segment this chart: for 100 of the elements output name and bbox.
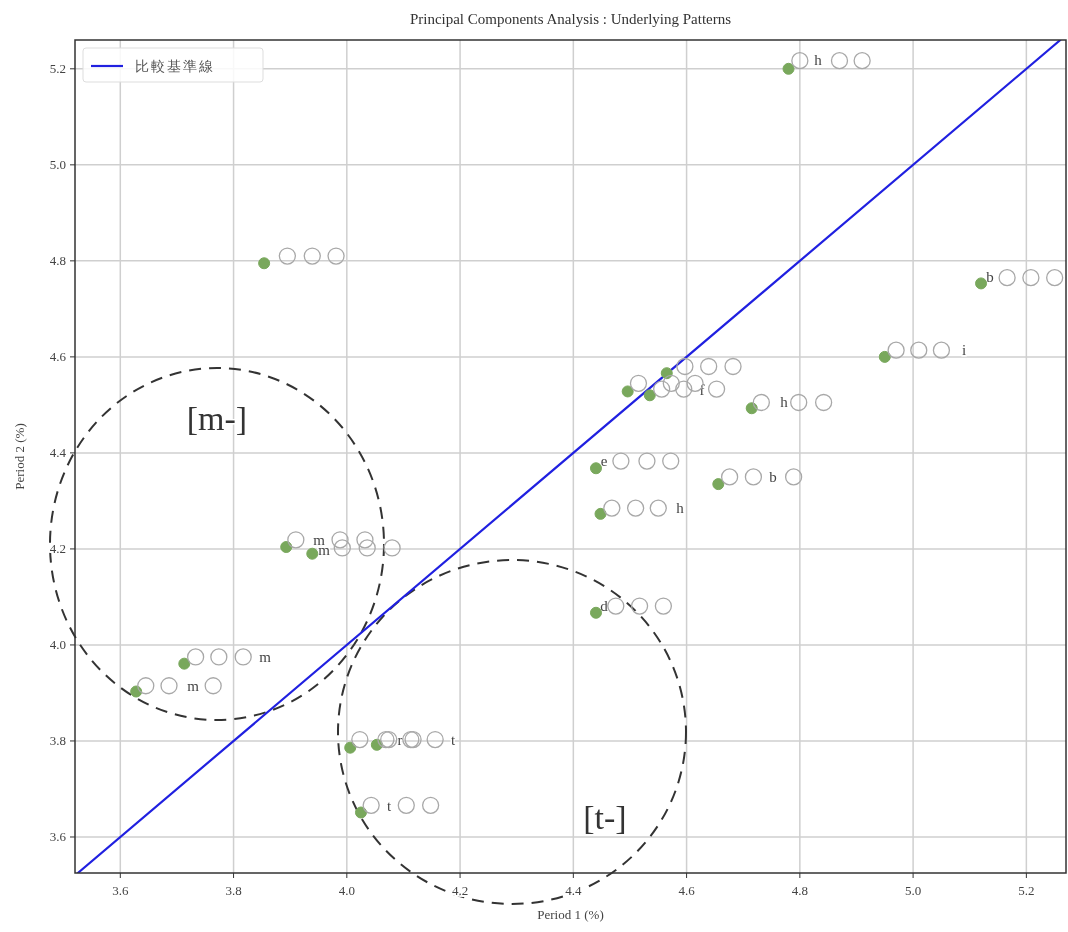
point [932,341,951,359]
x-tick-label: 5.2 [1018,883,1035,898]
point [306,547,319,560]
y-tick-label: 4.0 [49,636,66,652]
point [830,52,849,70]
point [258,257,271,270]
y-axis-title: Period 2 (%) [12,423,27,490]
point [358,539,376,557]
point [383,539,401,557]
point [278,247,297,265]
y-tick-label: 4.4 [49,444,67,460]
x-tick-label: 4.0 [338,883,355,898]
point [660,367,673,380]
point [1046,269,1064,287]
point [630,597,649,615]
point [662,452,680,470]
point [654,597,673,615]
annotation: e [600,453,608,469]
point [878,350,891,363]
annotation: h [814,52,823,68]
point [421,796,440,814]
annotation: [t-] [583,799,627,836]
annotation: h [676,500,685,516]
x-tick-label: 3.6 [112,883,129,898]
point [720,468,739,486]
annotation: b [986,269,994,285]
point [745,402,758,415]
point [998,269,1016,287]
annotation: d [600,598,609,614]
annotation: t [450,732,456,748]
point [675,380,693,398]
y-tick-label: 3.8 [49,732,66,748]
point [137,677,155,695]
point [791,52,809,70]
annotation: m [187,678,200,694]
annotation: t [386,798,392,814]
x-axis-title: Period 1 (%) [537,907,604,922]
point [814,393,833,412]
point [589,462,602,475]
point [653,380,671,398]
point [1022,269,1040,287]
y-tick-label: 4.8 [49,252,66,268]
point [643,389,656,402]
annotation: b [769,469,777,485]
point [327,247,345,265]
point [782,62,795,75]
y-tick-label: 4.2 [49,540,66,556]
point [280,541,293,553]
point [210,648,228,666]
point [975,277,988,290]
chart-title: Principal Components Analysis : Underlying Patterns [409,11,732,27]
x-tick-label: 4.6 [678,883,696,898]
point [887,341,905,359]
point [752,393,770,412]
point [910,341,928,359]
annotation: i [961,342,967,358]
x-tick-label: 4.2 [451,883,469,898]
point [303,247,321,265]
y-tick-label: 3.6 [49,828,67,844]
point [426,730,444,749]
point [724,357,742,376]
point [589,606,602,619]
point [603,499,621,517]
point [287,531,305,549]
point [707,380,726,398]
y-tick-label: 4.6 [49,348,67,364]
point [397,796,415,814]
point [662,374,680,392]
point [186,648,205,666]
point [344,741,357,754]
point [351,730,369,749]
point [744,468,763,486]
point [204,677,222,695]
point [621,385,634,398]
y-tick-label: 5.0 [49,156,66,172]
point [700,357,718,376]
annotation: m [259,649,272,665]
point [234,648,252,666]
point [790,393,808,412]
point [354,806,367,819]
point [594,507,607,520]
point [362,796,380,814]
point [853,52,871,70]
point [626,499,645,517]
x-tick-label: 5.0 [904,883,922,898]
point [331,531,349,549]
point [333,539,351,557]
point [629,374,648,392]
point [607,597,625,615]
point [638,452,656,470]
point [712,478,725,491]
x-tick-label: 4.8 [791,883,808,898]
annotation: h [780,394,789,410]
point [612,452,630,470]
point [178,657,191,670]
annotation: [m-] [186,400,248,437]
point [649,499,667,517]
x-tick-label: 3.8 [225,883,242,898]
annotation: r [397,732,403,748]
point [356,531,374,549]
